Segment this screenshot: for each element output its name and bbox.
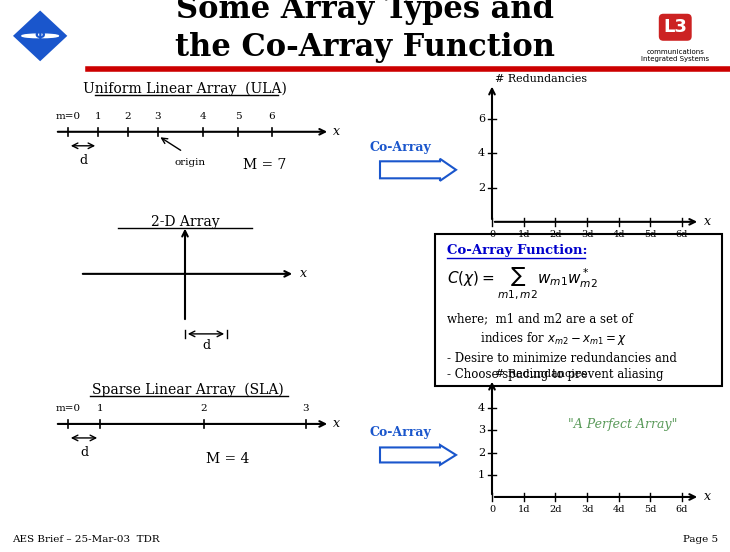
Text: Some Array Types and
the Co-Array Function: Some Array Types and the Co-Array Functi… — [175, 0, 555, 63]
Text: - Choose spacing to prevent aliasing: - Choose spacing to prevent aliasing — [447, 368, 664, 381]
Text: d: d — [202, 339, 210, 352]
Text: 6d: 6d — [676, 505, 688, 514]
Text: 5: 5 — [234, 112, 242, 121]
Text: 0: 0 — [489, 505, 495, 514]
FancyBboxPatch shape — [435, 234, 722, 386]
Text: x: x — [333, 125, 340, 139]
Text: "A Perfect Array": "A Perfect Array" — [568, 418, 677, 432]
Text: 6d: 6d — [676, 230, 688, 239]
Text: 2: 2 — [125, 112, 131, 121]
Text: 1: 1 — [478, 470, 485, 480]
Text: 1d: 1d — [518, 505, 530, 514]
Text: AES Brief – 25-Mar-03  TDR: AES Brief – 25-Mar-03 TDR — [12, 535, 160, 544]
Text: 2d: 2d — [549, 505, 561, 514]
Text: 3: 3 — [303, 404, 310, 413]
Text: x: x — [704, 491, 711, 503]
Text: 1: 1 — [95, 112, 101, 121]
Text: 6: 6 — [478, 114, 485, 124]
Text: # Redundancies: # Redundancies — [495, 74, 587, 84]
Text: M = 4: M = 4 — [207, 452, 250, 466]
Text: communications
Integrated Systems: communications Integrated Systems — [641, 50, 710, 62]
Text: - Desire to minimize redundancies and: - Desire to minimize redundancies and — [447, 352, 677, 365]
Text: 5d: 5d — [644, 230, 656, 239]
Text: 2d: 2d — [549, 230, 561, 239]
Text: x: x — [333, 417, 340, 431]
Text: x: x — [300, 267, 307, 280]
Text: 4: 4 — [478, 403, 485, 413]
Text: Co-Array: Co-Array — [369, 141, 431, 155]
Text: 3: 3 — [155, 112, 161, 121]
Text: x: x — [704, 215, 711, 229]
Circle shape — [22, 34, 58, 38]
Text: L3: L3 — [664, 18, 687, 36]
Text: 6: 6 — [269, 112, 275, 121]
Text: 4: 4 — [478, 148, 485, 158]
Text: 1: 1 — [96, 404, 104, 413]
Text: origin: origin — [174, 158, 206, 167]
Text: Φ: Φ — [35, 29, 45, 43]
Text: M = 7: M = 7 — [243, 158, 287, 172]
Text: m=0: m=0 — [55, 404, 80, 413]
Text: 3d: 3d — [581, 230, 593, 239]
Text: 4: 4 — [200, 112, 207, 121]
Text: Page 5: Page 5 — [683, 535, 718, 544]
Text: 0: 0 — [489, 230, 495, 239]
Text: indices for $x_{m2} - x_{m1} = \chi$: indices for $x_{m2} - x_{m1} = \chi$ — [447, 330, 626, 347]
FancyArrow shape — [380, 445, 456, 465]
Text: Co-Array: Co-Array — [369, 427, 431, 439]
FancyArrow shape — [380, 159, 456, 181]
Text: Sparse Linear Array  (SLA): Sparse Linear Array (SLA) — [92, 383, 284, 397]
Text: 5d: 5d — [644, 505, 656, 514]
Text: m=0: m=0 — [55, 112, 80, 121]
Text: Co-Array Function:: Co-Array Function: — [447, 244, 588, 257]
Text: $C(\chi) = \sum_{m1,m2} w_{m1}w^*_{m2}$: $C(\chi) = \sum_{m1,m2} w_{m1}w^*_{m2}$ — [447, 266, 598, 301]
Text: 2: 2 — [478, 183, 485, 193]
Text: 1d: 1d — [518, 230, 530, 239]
Text: where;  m1 and m2 are a set of: where; m1 and m2 are a set of — [447, 312, 633, 325]
Text: # Redundancies: # Redundancies — [495, 369, 587, 379]
Text: Uniform Linear Array  (ULA): Uniform Linear Array (ULA) — [83, 82, 287, 96]
Text: 2: 2 — [478, 448, 485, 458]
Text: 4d: 4d — [612, 230, 625, 239]
Text: d: d — [80, 446, 88, 459]
Text: 2-D Array: 2-D Array — [150, 215, 219, 229]
Text: 4d: 4d — [612, 505, 625, 514]
Text: d: d — [79, 154, 87, 167]
Polygon shape — [11, 9, 69, 63]
Text: 2: 2 — [201, 404, 207, 413]
Text: 3d: 3d — [581, 505, 593, 514]
Text: 3: 3 — [478, 425, 485, 436]
